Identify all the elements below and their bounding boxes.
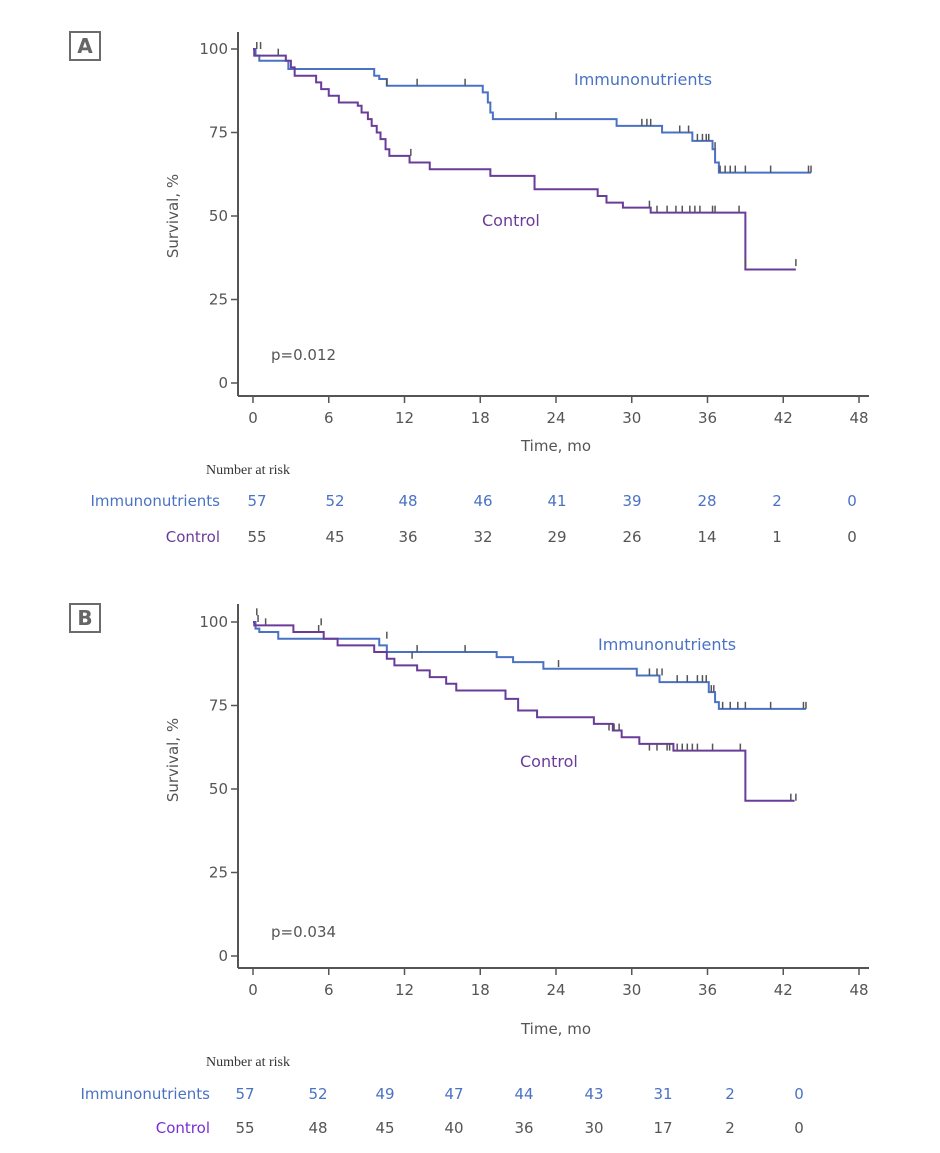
risk-value: 43 [584,1085,603,1103]
p-value-annotation: p=0.034 [271,923,336,941]
risk-value: 0 [794,1085,804,1103]
panel-label: B [77,606,92,630]
x-tick-label: 42 [774,981,793,999]
y-tick-label: 50 [209,780,228,798]
x-tick-label: 30 [622,409,641,427]
x-tick-label: 30 [622,981,641,999]
x-tick-label: 42 [774,409,793,427]
x-tick-label: 24 [546,981,565,999]
panel-label: A [77,34,93,58]
risk-value: 31 [653,1085,672,1103]
number-at-risk-table: Number at risk Immunonutrients 57 52 48 46 41 3… [91,463,857,546]
risk-value: 2 [772,492,782,510]
risk-value: 29 [547,528,566,546]
panel-label-box [69,31,101,61]
x-tick-label: 18 [471,981,490,999]
x-tick-label: 6 [324,409,334,427]
y-tick-label: 50 [209,207,228,225]
number-at-risk-title: Number at risk [206,463,290,478]
x-tick-label: 6 [324,981,334,999]
x-tick-label: 12 [395,409,414,427]
risk-value: 57 [247,492,266,510]
x-tick-label: 0 [248,981,258,999]
y-axis-title: Survival, % [164,174,182,258]
number-at-risk-table: Number at risk Immunonutrients 57 52 49 47 44 4… [81,1055,804,1137]
x-tick-label: 48 [849,981,868,999]
survival-curve-control [253,621,795,802]
risk-value: 0 [847,492,857,510]
risk-value: 26 [622,528,641,546]
series-label-immunonutrients: Immunonutrients [598,635,736,654]
risk-value: 41 [547,492,566,510]
risk-value: 48 [398,492,417,510]
risk-value: 39 [622,492,641,510]
x-tick-label: 24 [546,409,565,427]
risk-value: 0 [847,528,857,546]
risk-value: 45 [375,1119,394,1137]
y-axis-title: Survival, % [164,718,182,802]
risk-value: 46 [473,492,492,510]
y-tick-label: 100 [199,40,228,58]
risk-value: 40 [444,1119,463,1137]
risk-value: 2 [725,1119,735,1137]
y-tick-label: 100 [199,613,228,631]
series-label-control: Control [482,211,540,230]
y-tick-label: 0 [218,374,228,392]
risk-value: 28 [697,492,716,510]
survival-curve-immunonutrients [253,48,812,174]
risk-value: 45 [325,528,344,546]
risk-row-label: Immunonutrients [81,1085,211,1103]
y-tick-label: 75 [209,697,228,715]
risk-value: 44 [514,1085,533,1103]
risk-value: 55 [235,1119,254,1137]
risk-value: 52 [308,1085,327,1103]
risk-value: 36 [514,1119,533,1137]
risk-value: 57 [235,1085,254,1103]
series-label-control: Control [520,752,578,771]
risk-value: 30 [584,1119,603,1137]
risk-row-label: Immunonutrients [91,492,221,510]
p-value-annotation: p=0.012 [271,346,336,364]
risk-value: 1 [772,528,782,546]
risk-row-label: Control [166,528,220,546]
y-tick-label: 75 [209,124,228,142]
risk-value: 47 [444,1085,463,1103]
risk-value: 32 [473,528,492,546]
x-axis-title: Time, mo [520,437,591,455]
x-axis-title: Time, mo [520,1020,591,1038]
number-at-risk-title: Number at risk [206,1055,290,1070]
risk-value: 52 [325,492,344,510]
risk-row-label: Control [156,1119,210,1137]
x-tick-label: 12 [395,981,414,999]
risk-value: 0 [794,1119,804,1137]
panel-label-box [69,603,101,633]
series-label-immunonutrients: Immunonutrients [574,70,712,89]
x-tick-label: 0 [248,409,258,427]
survival-curve-control [253,48,796,271]
risk-value: 55 [247,528,266,546]
risk-value: 2 [725,1085,735,1103]
risk-value: 36 [398,528,417,546]
x-tick-label: 36 [698,981,717,999]
y-tick-label: 0 [218,947,228,965]
y-tick-label: 25 [209,864,228,882]
risk-value: 17 [653,1119,672,1137]
x-tick-label: 18 [471,409,490,427]
x-tick-label: 48 [849,409,868,427]
risk-value: 48 [308,1119,327,1137]
risk-value: 49 [375,1085,394,1103]
x-tick-label: 36 [698,409,717,427]
risk-value: 14 [697,528,716,546]
y-tick-label: 25 [209,291,228,309]
